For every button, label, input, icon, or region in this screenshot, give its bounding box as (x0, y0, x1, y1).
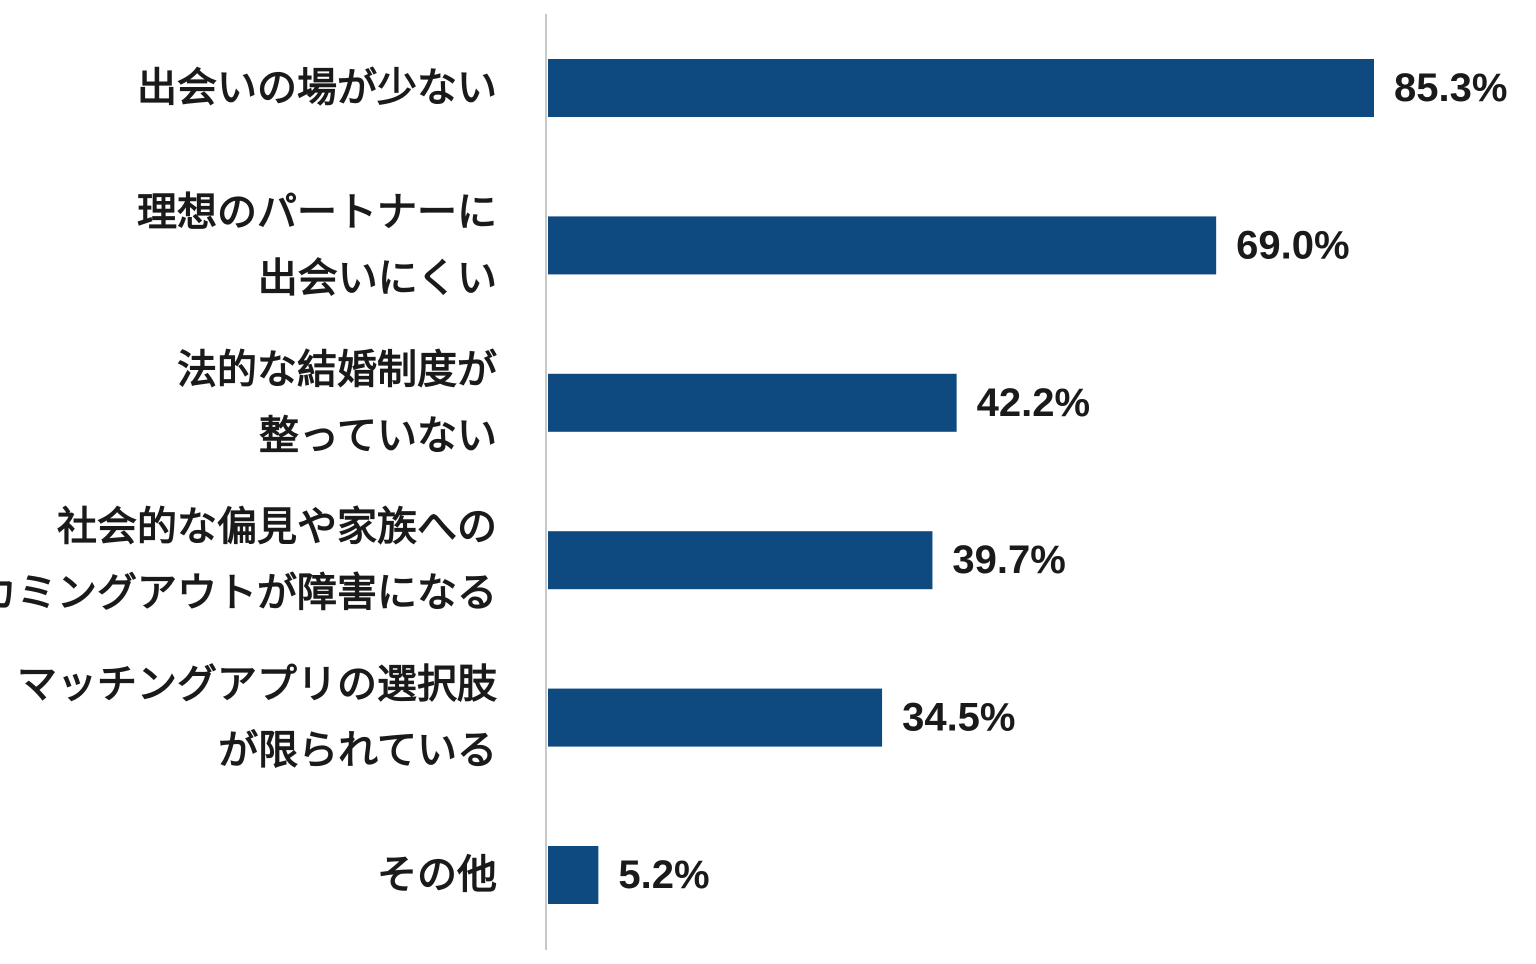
value-labels-group: 85.3% 69.0% 42.2% 39.7% 34.5% 5.2% (618, 66, 1507, 897)
category-label-2-line-1: 理想のパートナーに (137, 189, 497, 235)
category-label-1-line-1: 出会いの場が少ない (137, 65, 497, 111)
value-label-3: 42.2% (977, 381, 1090, 425)
value-label-6: 5.2% (618, 853, 709, 897)
value-label-5: 34.5% (902, 696, 1015, 740)
category-label-5-line-2: が限られている (218, 728, 497, 774)
category-label-6-line-1: その他 (377, 852, 497, 898)
category-label-4-line-1: 社会的な偏見や家族への (57, 504, 497, 550)
bar-6 (548, 846, 599, 904)
bar-2 (548, 216, 1217, 275)
category-label-5-line-1: マッチングアプリの選択肢 (17, 662, 498, 708)
category-labels-group: 出会いの場が少ない理想のパートナーに出会いにくい法的な結婚制度が整っていない社会… (0, 65, 498, 898)
value-label-2: 69.0% (1236, 223, 1349, 267)
category-label-3-line-1: 法的な結婚制度が (177, 347, 497, 393)
category-label-2-line-2: 出会いにくい (258, 255, 497, 301)
bar-5 (548, 688, 883, 747)
bar-1 (548, 59, 1374, 117)
value-label-1: 85.3% (1394, 66, 1507, 110)
bars-group (548, 59, 1374, 904)
bar-3 (548, 373, 957, 432)
value-label-4: 39.7% (952, 538, 1065, 582)
category-label-4-line-2: カミングアウトが障害になる (0, 570, 497, 616)
bar-4 (548, 531, 933, 590)
category-label-3-line-2: 整っていない (259, 413, 497, 459)
